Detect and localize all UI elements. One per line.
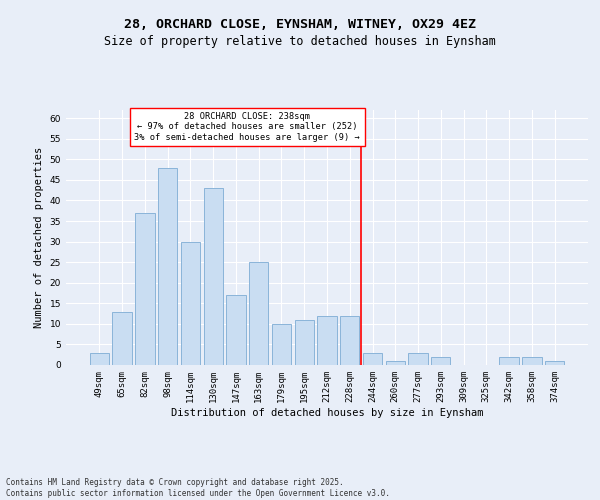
Bar <box>431 357 451 365</box>
Bar <box>203 188 223 365</box>
Bar <box>499 357 519 365</box>
Bar <box>317 316 337 365</box>
Bar <box>363 352 382 365</box>
Bar <box>545 361 564 365</box>
Bar <box>386 361 405 365</box>
Text: Contains HM Land Registry data © Crown copyright and database right 2025.
Contai: Contains HM Land Registry data © Crown c… <box>6 478 390 498</box>
Bar <box>181 242 200 365</box>
X-axis label: Distribution of detached houses by size in Eynsham: Distribution of detached houses by size … <box>171 408 483 418</box>
Bar <box>158 168 178 365</box>
Bar <box>249 262 268 365</box>
Bar <box>340 316 359 365</box>
Bar <box>272 324 291 365</box>
Text: Size of property relative to detached houses in Eynsham: Size of property relative to detached ho… <box>104 35 496 48</box>
Bar <box>112 312 132 365</box>
Text: 28, ORCHARD CLOSE, EYNSHAM, WITNEY, OX29 4EZ: 28, ORCHARD CLOSE, EYNSHAM, WITNEY, OX29… <box>124 18 476 30</box>
Bar <box>522 357 542 365</box>
Text: 28 ORCHARD CLOSE: 238sqm
← 97% of detached houses are smaller (252)
3% of semi-d: 28 ORCHARD CLOSE: 238sqm ← 97% of detach… <box>134 112 360 142</box>
Bar <box>409 352 428 365</box>
Y-axis label: Number of detached properties: Number of detached properties <box>34 147 44 328</box>
Bar <box>135 213 155 365</box>
Bar <box>226 295 245 365</box>
Bar <box>295 320 314 365</box>
Bar <box>90 352 109 365</box>
